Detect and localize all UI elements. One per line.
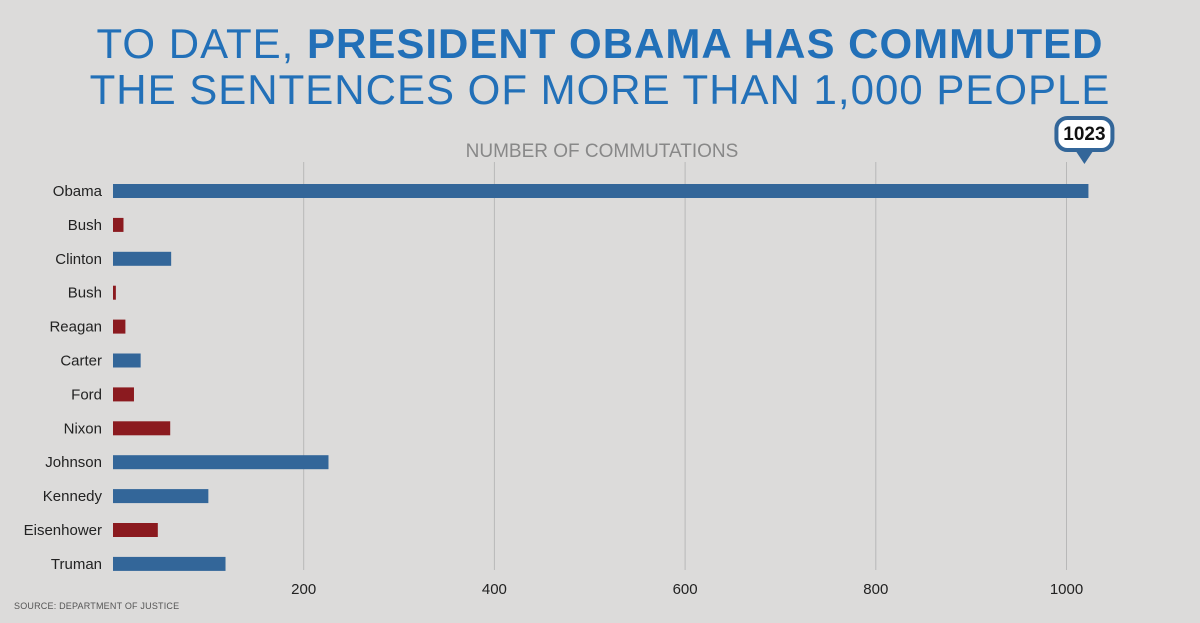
callout-bubble	[1054, 116, 1115, 152]
chart-subtitle: NUMBER OF COMMUTATIONS	[466, 141, 739, 162]
y-category-label-6: Ford	[71, 386, 102, 403]
x-tick-label-200: 200	[291, 581, 316, 598]
title-light-text: TO DATE,	[96, 20, 307, 67]
chart-title-line-2: THE SENTENCES OF MORE THAN 1,000 PEOPLE	[89, 66, 1111, 113]
y-category-label-5: Carter	[60, 353, 102, 370]
bar-carter-5	[113, 353, 141, 368]
y-category-label-8: Johnson	[45, 454, 102, 471]
chart-title-line-1: TO DATE, PRESIDENT OBAMA HAS COMMUTED	[0, 20, 1200, 68]
bar-truman-11	[113, 556, 226, 571]
y-category-label-10: Eisenhower	[24, 522, 102, 539]
x-tick-label-800: 800	[863, 581, 888, 598]
bar-nixon-7	[113, 421, 171, 436]
y-category-label-9: Kennedy	[43, 488, 103, 505]
source-note: SOURCE: DEPARTMENT OF JUSTICE	[14, 601, 180, 611]
y-category-label-4: Reagan	[49, 319, 102, 336]
title-bold-text-1: PRESIDENT OBAMA HAS COMMUTED	[307, 20, 1104, 67]
callout-value-label: 1023	[1063, 124, 1105, 145]
y-category-label-0: Obama	[53, 183, 103, 200]
bar-eisenhower-10	[113, 523, 158, 537]
bar-kennedy-9	[113, 489, 209, 504]
bar-obama-0	[113, 184, 1089, 198]
bar-bush-1	[113, 217, 124, 232]
bar-bush-3	[113, 285, 116, 300]
bar-clinton-2	[113, 251, 172, 266]
x-tick-label-1000: 1000	[1050, 581, 1083, 598]
bar-reagan-4	[113, 319, 126, 334]
bar-ford-6	[113, 387, 134, 402]
y-category-label-2: Clinton	[55, 251, 102, 268]
y-category-label-7: Nixon	[64, 420, 102, 437]
bar-johnson-8	[113, 455, 329, 470]
callout-pointer	[1074, 149, 1095, 164]
y-category-label-3: Bush	[68, 285, 102, 302]
x-tick-label-400: 400	[482, 581, 507, 598]
x-tick-label-600: 600	[673, 581, 698, 598]
y-category-label-11: Truman	[51, 556, 102, 573]
y-category-label-1: Bush	[68, 217, 102, 234]
